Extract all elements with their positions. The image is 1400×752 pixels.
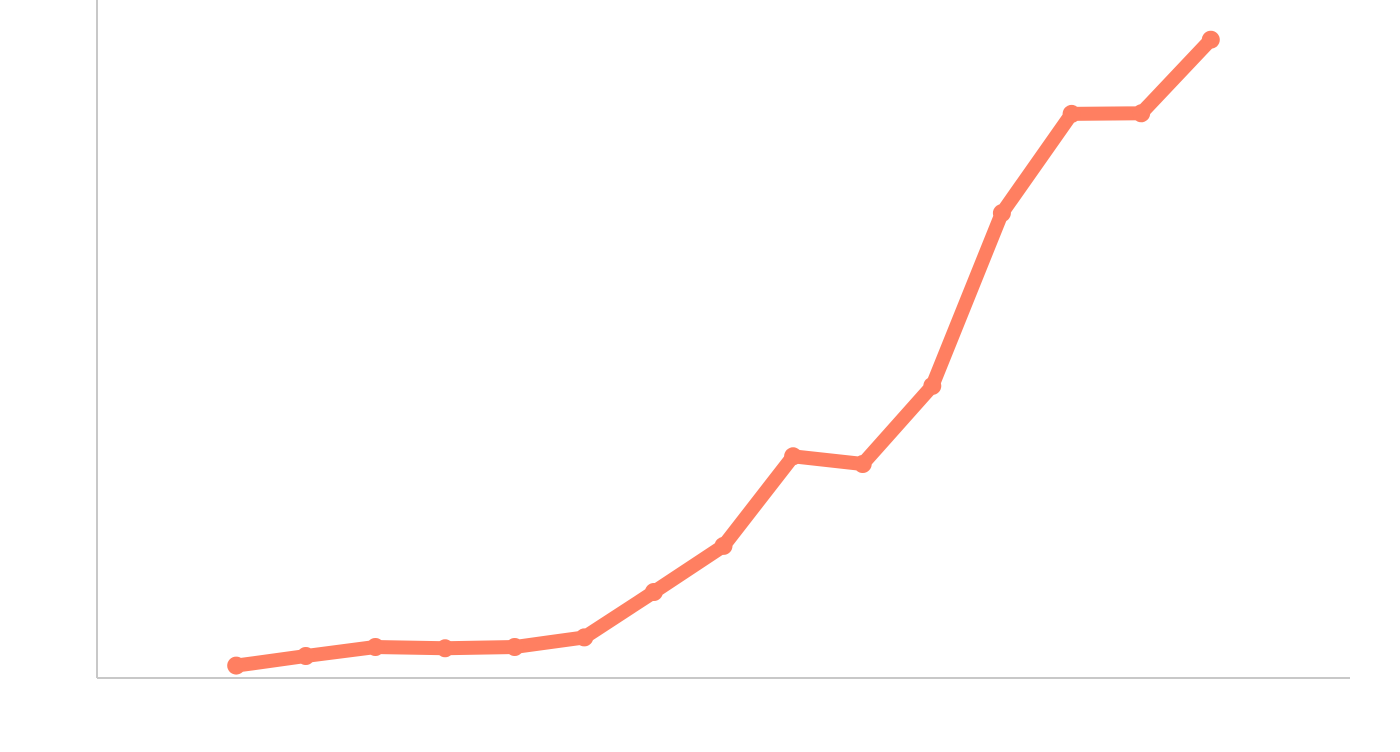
data-point-11 bbox=[923, 376, 942, 395]
data-point-15 bbox=[1201, 30, 1220, 49]
data-point-14 bbox=[1132, 104, 1151, 123]
data-point-1 bbox=[227, 656, 246, 675]
data-point-2 bbox=[296, 647, 315, 665]
data-point-13 bbox=[1062, 104, 1081, 123]
data-point-9 bbox=[784, 447, 803, 466]
data-point-6 bbox=[575, 628, 594, 647]
data-point-5 bbox=[505, 638, 524, 656]
chart-series bbox=[227, 30, 1220, 675]
data-point-3 bbox=[366, 638, 385, 656]
data-point-7 bbox=[644, 583, 663, 601]
data-point-4 bbox=[436, 639, 455, 658]
data-point-8 bbox=[714, 536, 733, 555]
series-line-0 bbox=[229, 32, 1218, 673]
chart-axes bbox=[96, 0, 1350, 679]
data-point-10 bbox=[853, 455, 872, 473]
data-point-12 bbox=[992, 204, 1011, 223]
